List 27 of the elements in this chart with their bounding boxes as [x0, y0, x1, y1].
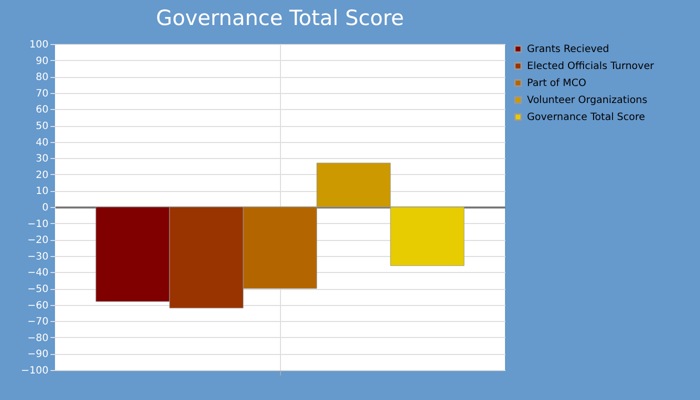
- legend-label: Elected Officials Turnover: [527, 61, 655, 72]
- y-tick-label: −80: [27, 332, 48, 344]
- y-tick-label: 60: [36, 104, 48, 116]
- y-tick-label: 80: [36, 72, 48, 84]
- y-tick-label: 50: [36, 121, 48, 132]
- y-tick-label: −40: [27, 268, 48, 279]
- y-tick-label: −10: [27, 218, 48, 230]
- y-tick-label: 90: [36, 56, 48, 67]
- legend-label: Governance Total Score: [527, 112, 646, 123]
- y-tick-label: 30: [36, 154, 48, 165]
- y-tick-label: 20: [36, 170, 48, 181]
- y-tick-label: 10: [36, 186, 48, 198]
- y-tick-label: 40: [36, 137, 48, 148]
- y-tick-label: −60: [27, 300, 48, 312]
- y-tick-label: 100: [29, 40, 48, 50]
- y-tick-label: −90: [27, 349, 48, 360]
- legend-label: Grants Recieved: [527, 44, 610, 55]
- y-tick-label: −100: [21, 366, 48, 376]
- y-tick-label: 70: [36, 88, 48, 100]
- y-tick-label: 0: [42, 202, 48, 214]
- chart-title: Governance Total Score: [156, 6, 404, 30]
- y-tick-label: −30: [27, 251, 48, 262]
- y-tick-label: −70: [27, 316, 48, 328]
- y-tick-label: −50: [27, 284, 48, 295]
- legend-label: Volunteer Organizations: [527, 95, 648, 106]
- legend-label: Part of MCO: [527, 78, 586, 89]
- y-tick-label: −20: [27, 235, 48, 246]
